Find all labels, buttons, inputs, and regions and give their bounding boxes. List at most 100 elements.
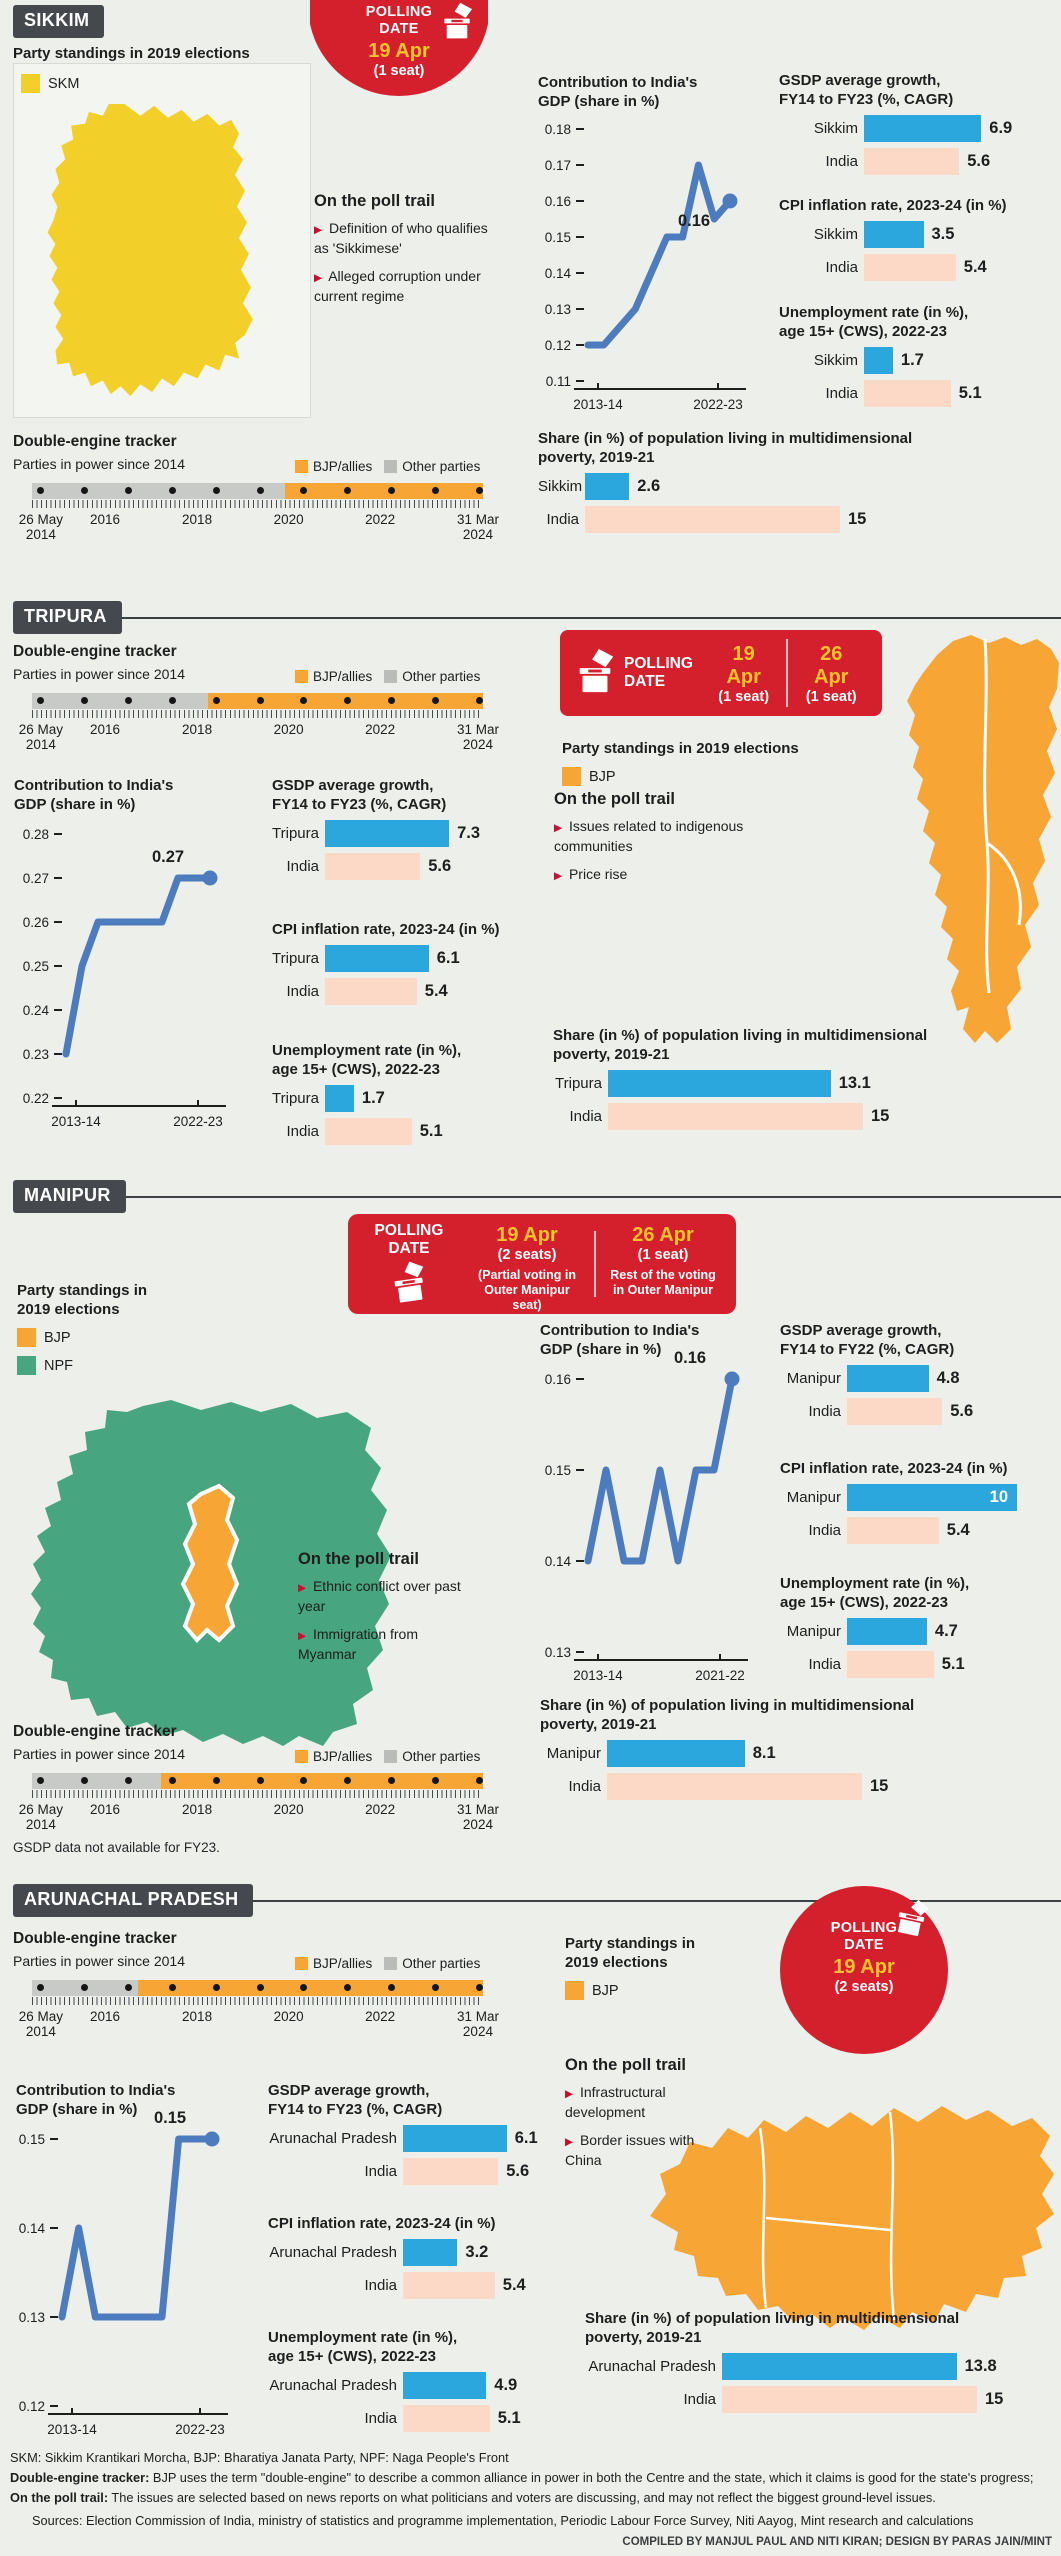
tracker-legend: BJP/allies Other parties bbox=[283, 669, 480, 684]
polling-text: POLLING DATE 19 Apr (2 seats) bbox=[780, 1920, 948, 1996]
bar-value: 5.6 bbox=[967, 152, 991, 170]
tripura-poverty-bar-chart: Share (in %) of population living in mul… bbox=[553, 1026, 927, 1136]
poll-trail-item: ▶ Immigration from Myanmar bbox=[298, 1626, 418, 1662]
gsdp-data-note: GSDP data not available for FY23. bbox=[13, 1840, 220, 1855]
tracker-dot bbox=[80, 487, 88, 494]
bar-row: Arunachal Pradesh 6.1 bbox=[268, 2125, 538, 2152]
bullet-arrow-icon: ▶ bbox=[554, 870, 563, 882]
tracker-dot bbox=[212, 1984, 220, 1991]
bar bbox=[403, 2158, 499, 2185]
bar-value: 1.7 bbox=[900, 351, 924, 369]
bar-label: India bbox=[364, 2163, 397, 2180]
bar-label: India bbox=[546, 511, 579, 528]
line-end-value: 0.27 bbox=[152, 848, 185, 866]
svg-text:0.16: 0.16 bbox=[545, 1372, 571, 1387]
bar-value: 7.3 bbox=[457, 824, 481, 842]
tracker-subtitle: Parties in power since 2014 bbox=[13, 1953, 185, 1969]
tracker-dot bbox=[476, 487, 483, 494]
chart-title: Unemployment rate (in %), age 15+ (CWS), … bbox=[272, 1042, 462, 1078]
party-standings-title: Party standings in 2019 elections bbox=[562, 740, 799, 757]
svg-text:2022-23: 2022-23 bbox=[175, 2422, 225, 2437]
chart-title: CPI inflation rate, 2023-24 (in %) bbox=[780, 1460, 1008, 1477]
sikkim-poverty-bar-chart: Share (in %) of population living in mul… bbox=[538, 429, 912, 539]
tracker-dot bbox=[212, 1777, 220, 1784]
bar-label: Arunachal Pradesh bbox=[269, 2130, 397, 2147]
bar-value: 4.9 bbox=[494, 2376, 518, 2394]
line-chart: 0.28 0.27 0.26 0.25 0.24 0.23 0.22 2013-14 2022-… bbox=[14, 820, 264, 1137]
polling-seats: (1 seat) bbox=[718, 688, 770, 705]
bar-label: Arunachal Pradesh bbox=[269, 2377, 397, 2394]
tracker-dot bbox=[344, 697, 352, 704]
tracker-ruler bbox=[32, 1997, 483, 2005]
bar-row: India 5.1 bbox=[268, 2405, 521, 2432]
tracker-bjp-segment bbox=[137, 1980, 483, 1996]
tracker-legend: BJP/allies Other parties bbox=[283, 1956, 480, 1971]
tracker-bar bbox=[32, 483, 483, 499]
tracker-bar bbox=[32, 693, 483, 709]
manipur-gsdp-bar-chart: GSDP average growth, FY14 to FY22 (%, CAG… bbox=[780, 1321, 973, 1431]
bar-row: India 5.4 bbox=[268, 2272, 526, 2299]
polling-date-badge-manipur: POLLING DATE 19 Apr (2 seats) (Partial votin… bbox=[348, 1214, 736, 1314]
manipur-state-map bbox=[25, 1398, 425, 1755]
tracker-tick-label: 2016 bbox=[90, 722, 121, 737]
chart-title: CPI inflation rate, 2023-24 (in %) bbox=[268, 2215, 496, 2232]
section-divider-line bbox=[30, 617, 1061, 619]
bar-value: 4.7 bbox=[934, 1622, 958, 1640]
chart-title: GSDP average growth, FY14 to FY23 (%, CAG… bbox=[268, 2082, 443, 2118]
party-legend-item: BJP bbox=[565, 1981, 695, 2000]
svg-text:0.15: 0.15 bbox=[545, 1463, 571, 1478]
legend-swatch bbox=[295, 1957, 308, 1970]
section-divider-line bbox=[30, 1196, 1061, 1198]
poll-trail-manipur: On the poll trail ▶ Ethnic conflict over … bbox=[298, 1550, 470, 1673]
legend-label: Other parties bbox=[402, 1956, 481, 1971]
chart-title: Share (in %) of population living in mul… bbox=[585, 2310, 960, 2346]
polling-label: DATE bbox=[379, 21, 419, 37]
polling-date-cell: 19 Apr (2 seats) (Partial voting in Outer … bbox=[460, 1222, 594, 1313]
tracker-dot bbox=[256, 697, 264, 704]
bar-row: India 5.1 bbox=[780, 1651, 969, 1678]
bar-row: India 5.1 bbox=[779, 380, 982, 407]
arunachal-pradesh-state-map bbox=[640, 2098, 1061, 2338]
bar bbox=[325, 978, 417, 1005]
bar bbox=[607, 1773, 862, 1800]
footer-tracker-note-text: BJP uses the term "double-engine" to des… bbox=[149, 2470, 1034, 2485]
bar-row: Manipur 10 bbox=[780, 1484, 1017, 1511]
polling-text: POLLING DATE 19 Apr (1 seat) bbox=[310, 4, 488, 80]
bar-label: India bbox=[286, 858, 319, 875]
tracker-tick-label: 31 Mar 2024 bbox=[456, 512, 499, 542]
tracker-bar bbox=[32, 1773, 483, 1789]
bar bbox=[608, 1070, 831, 1097]
bar-row: Tripura 7.3 bbox=[272, 820, 480, 847]
polling-date: 26 Apr bbox=[814, 642, 849, 688]
tracker-dot bbox=[256, 1984, 264, 1991]
tracker-dot bbox=[476, 697, 483, 704]
bar-row: Tripura 1.7 bbox=[272, 1085, 461, 1112]
bar-label: India bbox=[808, 1403, 841, 1420]
party-standings-arunachal: Party standings in 2019 elections BJP bbox=[565, 1934, 695, 2000]
tracker-subtitle: Parties in power since 2014 bbox=[13, 456, 185, 472]
bar-label: India bbox=[286, 983, 319, 1000]
party-standings-title: Party standings in bbox=[17, 1282, 148, 1299]
sikkim-state-map bbox=[27, 100, 299, 411]
bar-label: Sikkim bbox=[538, 478, 583, 495]
tracker-dot bbox=[124, 1777, 132, 1784]
ballot-box-icon bbox=[579, 648, 614, 692]
bar-label: Manipur bbox=[786, 1623, 841, 1640]
tracker-tick-label: 2020 bbox=[273, 2009, 304, 2024]
chart-title: Unemployment rate (in %), age 15+ (CWS), … bbox=[268, 2329, 458, 2365]
bar-row: Tripura 13.1 bbox=[553, 1070, 927, 1097]
tracker-tick-label: 2016 bbox=[90, 512, 121, 527]
tracker-tick-label: 26 May 2014 bbox=[18, 722, 63, 752]
bar bbox=[403, 2239, 458, 2266]
svg-text:0.24: 0.24 bbox=[23, 1003, 50, 1018]
arunachal-unemployment-bar-chart: Unemployment rate (in %), age 15+ (CWS), … bbox=[268, 2328, 521, 2438]
tripura-state-map bbox=[893, 633, 1061, 1050]
tracker-tick-label: 2016 bbox=[90, 1802, 121, 1817]
tracker-dot bbox=[300, 487, 308, 494]
bar-row: Sikkim 6.9 bbox=[779, 115, 1012, 142]
poll-trail-item: ▶ Alleged corruption under current regim… bbox=[314, 268, 481, 304]
bar-row: India 5.4 bbox=[780, 1517, 1017, 1544]
arunachal-cpi-bar-chart: CPI inflation rate, 2023-24 (in %) Arunac… bbox=[268, 2214, 526, 2305]
polling-date: 19 Apr bbox=[496, 1224, 558, 1246]
manipur-cpi-bar-chart: CPI inflation rate, 2023-24 (in %) Manipu… bbox=[780, 1459, 1017, 1550]
